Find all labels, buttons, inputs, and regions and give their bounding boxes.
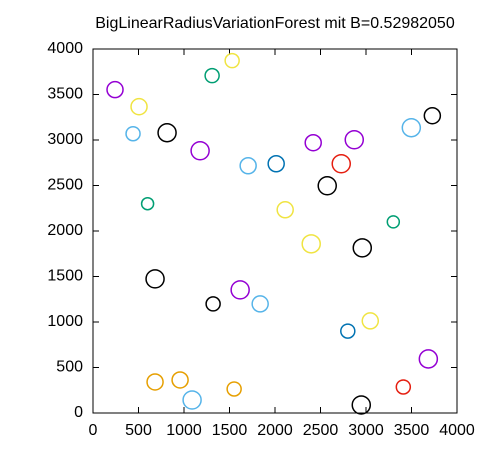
circle-marker [157, 122, 177, 143]
circle-marker [182, 390, 202, 410]
chart-title: BigLinearRadiusVariationForest mit B=0.5… [95, 15, 455, 32]
y-tick-label: 2000 [47, 222, 83, 239]
circle-marker [304, 133, 322, 152]
circle-marker [401, 117, 422, 138]
circle-marker [344, 129, 365, 150]
y-tick-label: 3500 [47, 86, 83, 103]
circle-marker [190, 140, 210, 161]
plot-frame [92, 48, 458, 414]
circle-marker [331, 153, 352, 174]
circle-marker [125, 125, 141, 142]
y-tick-label: 3000 [47, 131, 83, 148]
y-tick-label: 500 [56, 359, 83, 376]
y-tick-label: 1000 [47, 313, 83, 330]
x-tick-label: 3000 [348, 422, 384, 439]
circle-marker [340, 323, 356, 339]
circle-marker [230, 280, 250, 300]
circle-marker [204, 67, 220, 84]
x-tick-label: 500 [125, 422, 152, 439]
circle-marker [301, 234, 321, 254]
x-tick-label: 3500 [394, 422, 430, 439]
y-tick-label: 0 [74, 404, 83, 421]
circle-marker [140, 196, 155, 211]
circle-marker [106, 80, 124, 99]
x-tick-label: 1000 [166, 422, 202, 439]
x-tick-label: 2500 [303, 422, 339, 439]
circle-marker [423, 106, 442, 125]
circle-marker [317, 176, 337, 196]
circle-marker [205, 296, 221, 312]
circle-marker [352, 238, 373, 258]
circle-marker [145, 269, 165, 289]
circle-marker [224, 52, 240, 69]
circle-marker [130, 97, 148, 116]
y-tick-label: 4000 [47, 40, 83, 57]
x-tick-label: 2000 [257, 422, 293, 439]
circle-marker [251, 295, 269, 313]
x-tick-label: 1500 [212, 422, 248, 439]
circle-marker [395, 379, 412, 395]
circle-marker [418, 349, 439, 369]
circle-marker [226, 381, 242, 397]
y-tick-label: 2500 [47, 177, 83, 194]
y-tick-label: 1500 [47, 268, 83, 285]
circle-marker [276, 201, 294, 219]
x-tick-label: 0 [89, 422, 98, 439]
circle-marker [386, 215, 401, 229]
circle-marker [239, 156, 257, 175]
circle-marker [171, 371, 189, 389]
circle-marker [351, 395, 372, 415]
circle-marker [361, 312, 380, 330]
circle-marker [267, 154, 285, 173]
circle-marker [146, 373, 164, 391]
x-tick-label: 4000 [439, 422, 475, 439]
